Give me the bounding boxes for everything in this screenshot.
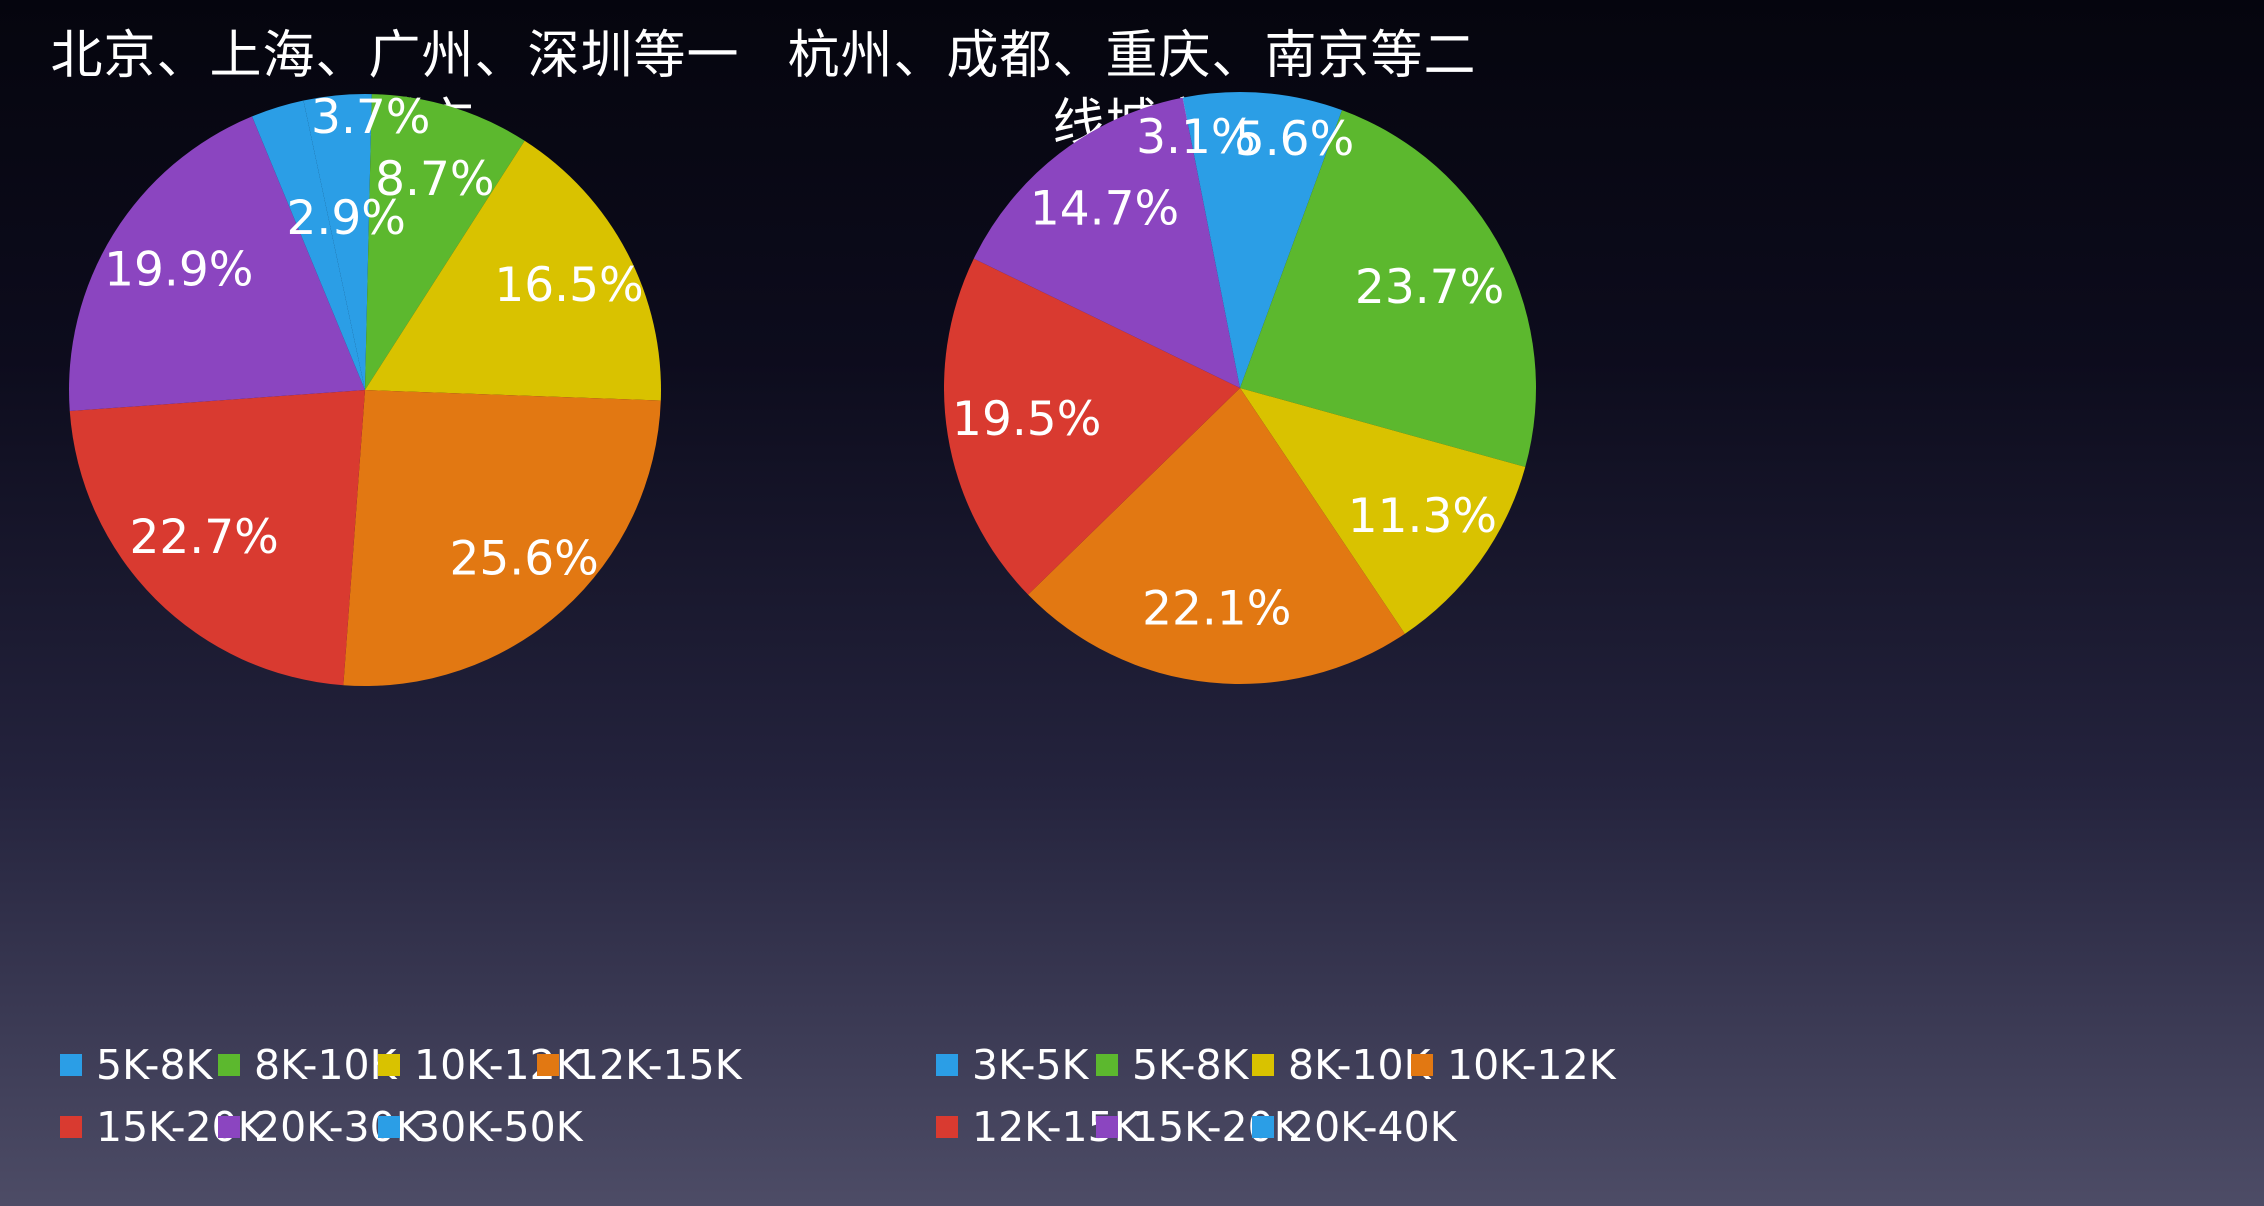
pie-slice-20k-40k [1182,92,1240,388]
legend-label: 5K-8K [1132,1041,1249,1089]
pie-slice-15k-20k [973,97,1240,389]
chart-title-line-1: 杭州、成都、重庆、南京等二 [787,26,1477,86]
legend-item: 8K-10K [1252,1040,1431,1090]
slice-label: 3.1% [1136,110,1255,165]
legend-swatch [1096,1116,1118,1138]
legend-swatch [378,1116,400,1138]
legend-swatch [218,1116,240,1138]
slice-label: 16.5% [494,258,643,313]
legend-swatch [60,1116,82,1138]
slice-label: 11.3% [1348,489,1497,544]
pie-chart-tier2: 5.6% 23.7% 11.3% 22.1% 19.5% 14.7% 3.1% [944,92,1536,685]
pie-slice-3k-5k [1240,92,1343,388]
pie-slice-12k-15k [944,258,1240,595]
legend-item: 5K-8K [60,1040,212,1090]
pie-slice-8k-10k [365,94,525,390]
legend-swatch [537,1054,559,1076]
legend-label: 8K-10K [254,1041,397,1089]
slice-label: 22.1% [1142,581,1291,636]
slice-label: 25.6% [449,531,598,586]
legend-item: 8K-10K [218,1040,397,1090]
legend-item: 20K-40K [1252,1102,1457,1152]
legend-swatch [936,1054,958,1076]
legend-label: 20K-40K [1288,1103,1457,1151]
slice-label: 19.5% [952,392,1101,447]
pie-chart-tier1: 3.7% 8.7%16.5% 25.6% 22.7% 19.9% 2.9% [69,90,661,687]
slice-label: 22.7% [129,510,278,565]
chart-panel-tier1: 北京、上海、广州、深圳等一 线城市 3.7%8.7%16.5%25.6%22.7… [0,26,1132,1206]
legend-swatch [60,1054,82,1076]
legend-tier2: 3K-5K 5K-8K 8K-10K 10K-12K 12K-15K 15K-20K 20K… [936,1040,2264,1206]
legend-swatch [378,1054,400,1076]
slice-label: 3.7% [311,90,430,145]
pie-slice-30k-50k [252,100,365,390]
legend-swatch [1252,1116,1274,1138]
legend-item: 30K-50K [378,1102,583,1152]
pie-slice-12k-15k [343,390,661,687]
legend-swatch [1252,1054,1274,1076]
pie-slice-10k-12k [365,140,661,401]
slice-label: 5.6% [1235,112,1354,167]
legend-swatch [1096,1054,1118,1076]
legend-item: 10K-12K [1411,1040,1616,1090]
pie-slice-20k-30k [69,116,365,412]
legend-label: 30K-50K [414,1103,583,1151]
legend-swatch [1411,1054,1433,1076]
chart-panel-tier2: 杭州、成都、重庆、南京等二 线城市 5.6%23.7%11.3%22.1%19.… [787,0,2264,1206]
legend-item: 5K-8K [1096,1040,1248,1090]
legend-label: 5K-8K [96,1041,213,1089]
slice-label: 23.7% [1355,260,1504,315]
legend-label: 12K-15K [573,1041,742,1089]
legend-item: 3K-5K [936,1040,1088,1090]
slice-label: 19.9% [104,242,253,297]
slice-label: 14.7% [1030,182,1179,237]
legend-label: 10K-12K [1447,1041,1616,1089]
pie-slice-8k-10k [1240,388,1526,634]
legend-swatch [218,1054,240,1076]
legend-tier1: 5K-8K 8K-10K 10K-12K 12K-15K 15K-20K 20K-30K 3… [0,1040,1132,1206]
legend-item: 12K-15K [537,1040,742,1090]
pie-slice-15k-20k [69,390,366,686]
chart-title-line-1: 北京、上海、广州、深圳等一 [50,26,740,86]
slice-label: 2.9% [287,191,406,246]
legend-label: 8K-10K [1288,1041,1431,1089]
legend-label: 3K-5K [972,1041,1089,1089]
legend-swatch [936,1116,958,1138]
pie-slice-10k-12k [1028,388,1405,685]
pie-slice-5k-8k [1240,110,1536,468]
slice-label: 8.7% [375,152,494,207]
pie-slice-5k-8k [303,94,372,390]
